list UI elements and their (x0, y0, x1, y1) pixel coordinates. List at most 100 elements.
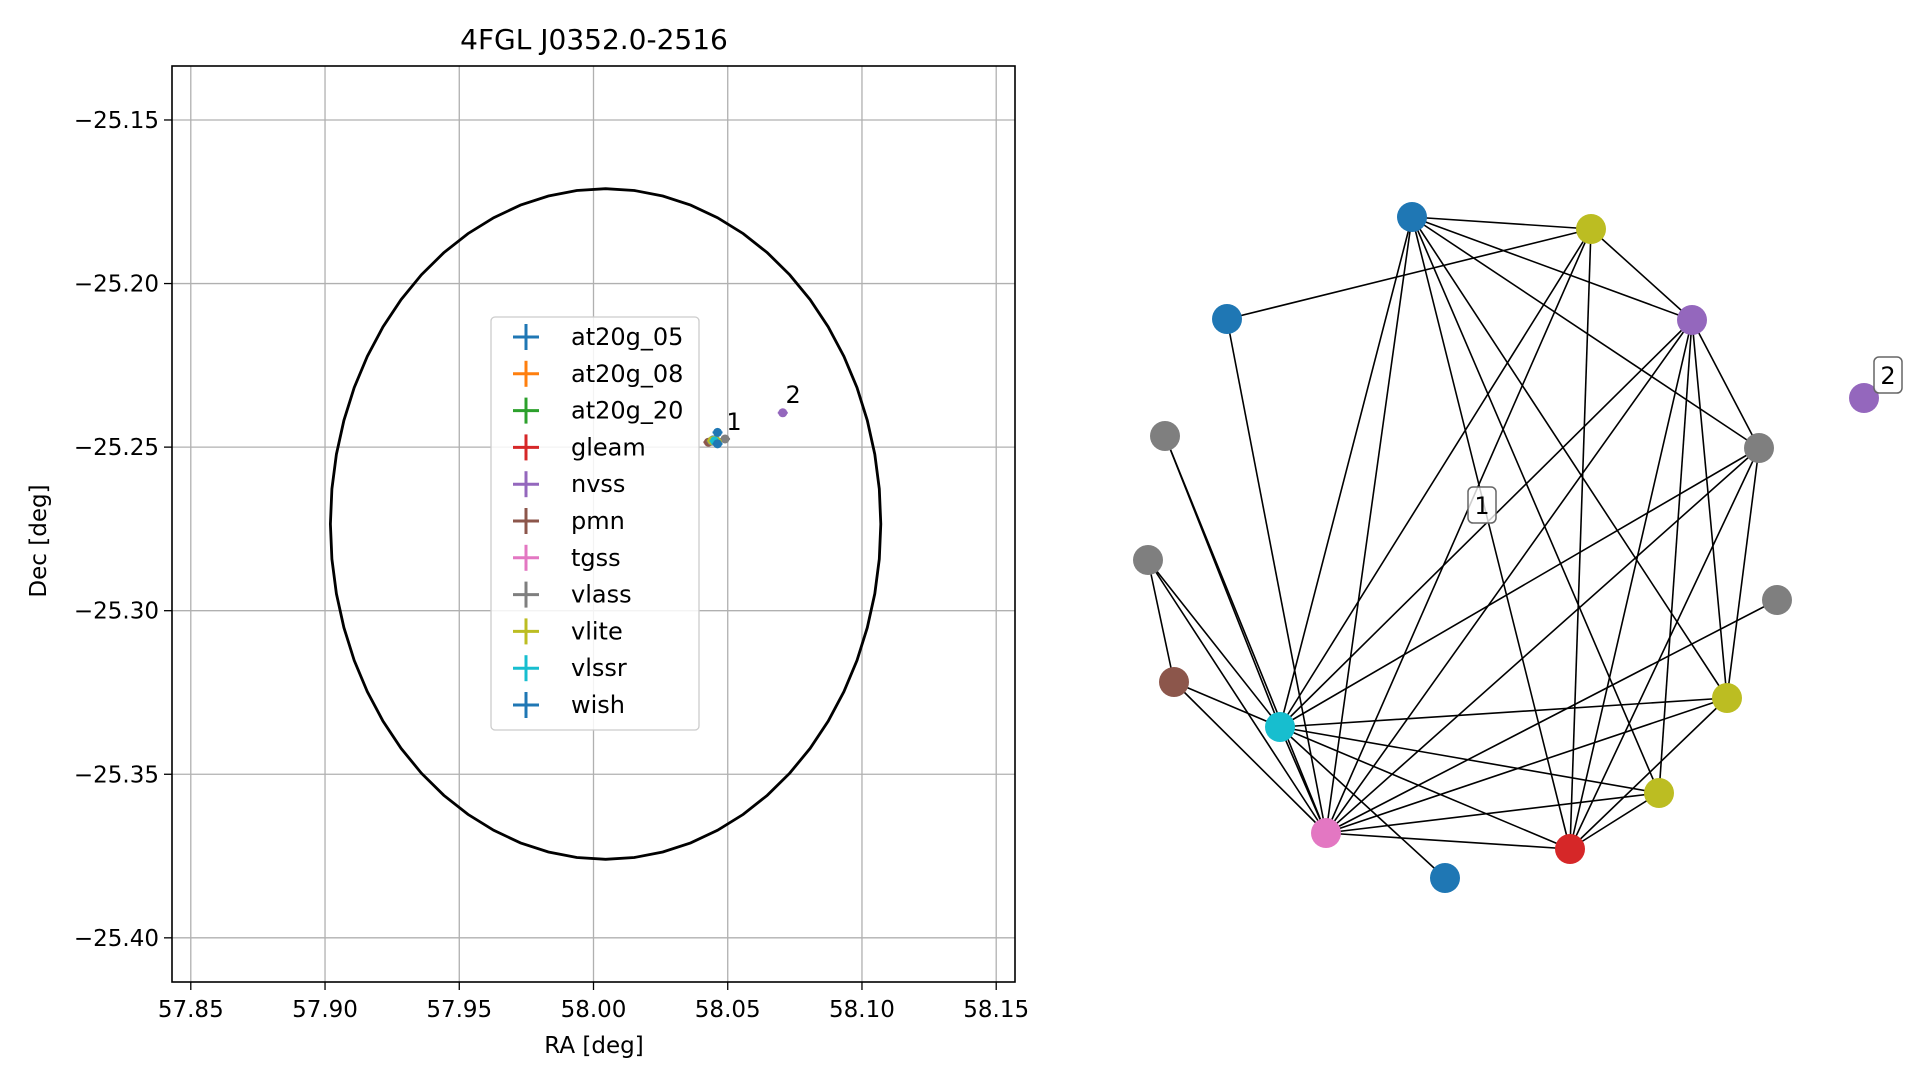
point-annotations: 12 (726, 381, 800, 436)
network-node (1265, 712, 1295, 742)
x-tick-label: 58.05 (695, 997, 761, 1023)
legend-label-at20g_08: at20g_08 (571, 360, 683, 388)
network-edge (1325, 832, 1571, 850)
network-edge (1279, 726, 1446, 879)
network-edge (1569, 697, 1728, 850)
network-edge (1411, 216, 1693, 321)
point-annotation: 2 (785, 381, 800, 409)
network-node (1311, 818, 1341, 848)
network-edge (1173, 681, 1281, 728)
network-edge (1173, 681, 1327, 834)
error-circle (328, 187, 883, 861)
data-point-wish (713, 427, 723, 437)
x-tick-label: 58.10 (829, 997, 895, 1023)
network-edge (1658, 319, 1693, 794)
network-node (1712, 683, 1742, 713)
network-edge (1691, 319, 1760, 449)
point-annotation: 1 (726, 408, 741, 436)
x-tick-label: 57.95 (426, 997, 492, 1023)
network-edge (1279, 697, 1728, 728)
network-edge (1279, 228, 1592, 728)
y-tick-label: −25.20 (74, 272, 159, 298)
network-edge (1569, 792, 1660, 850)
chart-title: 4FGL J0352.0-2516 (460, 23, 728, 56)
network-edge (1226, 318, 1327, 834)
network-node (1744, 433, 1774, 463)
network-edge (1569, 228, 1592, 850)
network-edge (1691, 319, 1728, 699)
data-point-vlass (720, 434, 730, 444)
x-axis-label: RA [deg] (544, 1033, 643, 1059)
network-edge (1726, 447, 1760, 699)
network-edge (1325, 599, 1778, 834)
network-edge (1147, 559, 1281, 728)
network-node (1430, 863, 1460, 893)
network-edge (1411, 216, 1660, 794)
network-edge (1147, 559, 1327, 834)
x-tick-label: 57.90 (292, 997, 358, 1023)
y-tick-label: −25.25 (74, 435, 159, 461)
legend-label-gleam: gleam (571, 433, 646, 461)
network-node (1762, 585, 1792, 615)
network-node (1555, 834, 1585, 864)
data-point-nvss (778, 408, 788, 418)
network-edge (1411, 216, 1571, 850)
axis-ticks: 57.85 57.90 57.95 58.00 58.05 58.10 58.15 −25.1… (74, 108, 1029, 1023)
legend-label-vlssr: vlssr (571, 654, 627, 682)
legend-label-at20g_05: at20g_05 (571, 323, 683, 351)
x-tick-label: 58.15 (963, 997, 1029, 1023)
network-edges (1147, 216, 1778, 879)
network-edge (1411, 216, 1728, 699)
network-edge (1147, 559, 1175, 683)
node-label-box (1467, 486, 1497, 524)
network-edge (1325, 697, 1728, 834)
y-tick-label: −25.40 (74, 926, 159, 952)
network-edge (1411, 216, 1592, 230)
network-edge (1325, 228, 1592, 834)
network-edge (1226, 228, 1592, 320)
network-node (1849, 383, 1879, 413)
legend-label-nvss: nvss (571, 470, 625, 498)
node-label: 2 (1880, 362, 1895, 390)
legend-label-pmn: pmn (571, 507, 625, 535)
legend-label-vlite: vlite (571, 617, 623, 645)
network-edge (1325, 216, 1413, 834)
network-edge (1325, 447, 1760, 834)
legend-label-wish: wish (571, 691, 625, 719)
network-edge (1279, 726, 1571, 850)
network-edge (1164, 435, 1327, 834)
data-points (703, 408, 788, 449)
y-tick-label: −25.35 (74, 762, 159, 788)
x-tick-label: 57.85 (158, 997, 224, 1023)
network-node (1677, 305, 1707, 335)
data-point-wish (713, 439, 723, 449)
network-edge (1569, 447, 1760, 850)
network-node (1397, 202, 1427, 232)
uncertainty-ellipse (328, 187, 883, 861)
x-tick-label: 58.00 (561, 997, 627, 1023)
network-node (1133, 545, 1163, 575)
network-edge (1279, 726, 1660, 794)
network-node (1212, 304, 1242, 334)
network-edge (1590, 228, 1693, 321)
network-edge (1411, 216, 1760, 449)
network-edge (1325, 319, 1693, 834)
network-edge (1279, 447, 1760, 728)
network-nodes (1133, 202, 1879, 893)
node-label: 1 (1474, 492, 1489, 520)
legend-label-at20g_20: at20g_20 (571, 397, 683, 425)
network-edge (1279, 216, 1413, 728)
network-node (1644, 778, 1674, 808)
y-axis-label: Dec [deg] (26, 484, 52, 597)
network-node (1576, 214, 1606, 244)
node-label-box (1873, 356, 1903, 394)
legend-frame (490, 316, 700, 731)
y-tick-label: −25.15 (74, 108, 159, 134)
legend-label-vlass: vlass (571, 581, 632, 609)
network-edge (1569, 319, 1693, 850)
y-tick-label: −25.30 (74, 599, 159, 625)
network-node (1150, 421, 1180, 451)
network-edge (1279, 726, 1327, 834)
